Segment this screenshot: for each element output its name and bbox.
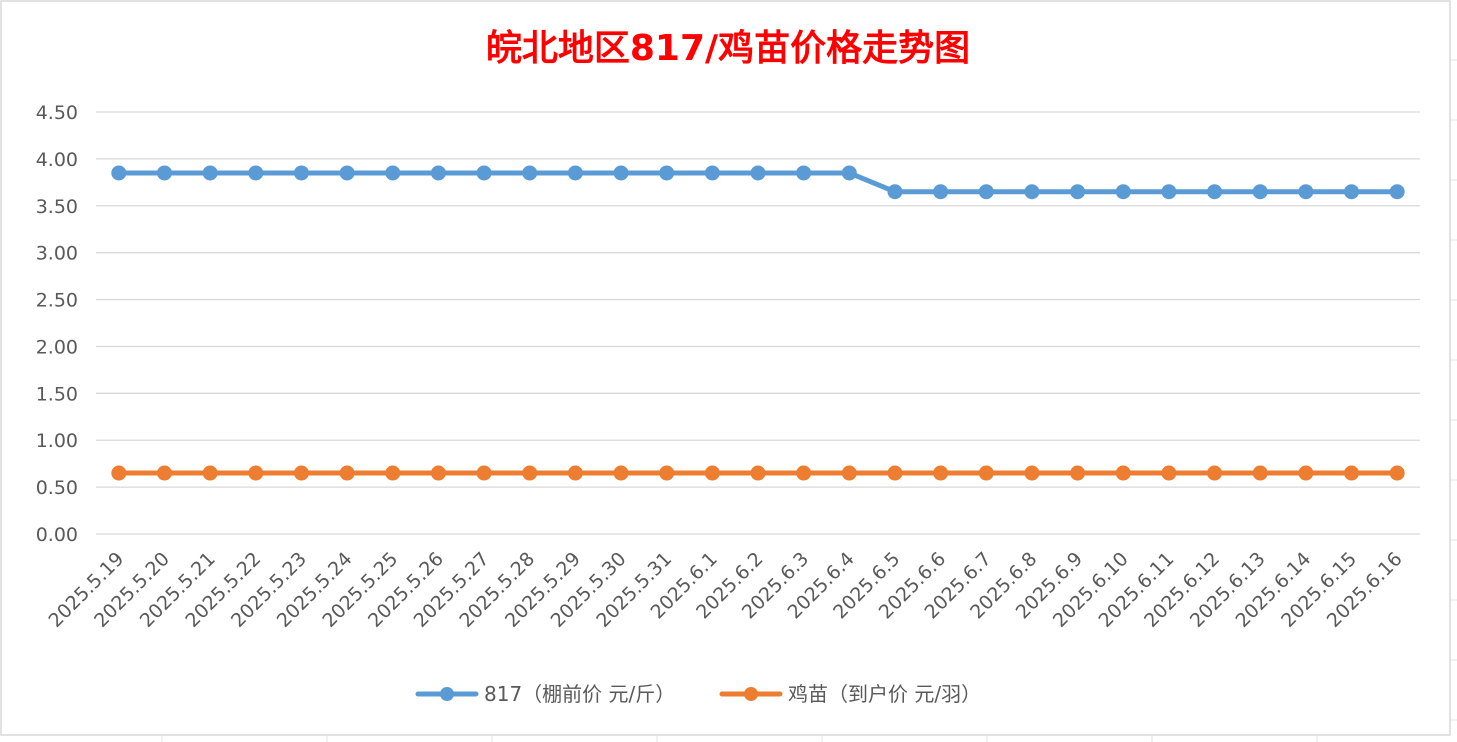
data-point: [704, 465, 720, 481]
data-point: [1298, 465, 1314, 481]
y-tick-label: 3.50: [36, 196, 78, 218]
y-tick-label: 2.00: [36, 336, 78, 358]
data-point: [841, 165, 857, 181]
data-point: [1161, 184, 1177, 200]
legend-label: 817（棚前价 元/斤）: [484, 682, 675, 706]
data-point: [202, 165, 218, 181]
data-point: [796, 165, 812, 181]
data-point: [887, 184, 903, 200]
data-point: [567, 465, 583, 481]
data-point: [978, 184, 994, 200]
data-point: [1024, 465, 1040, 481]
data-point: [202, 465, 218, 481]
data-point: [978, 465, 994, 481]
y-tick-label: 3.00: [36, 243, 78, 265]
data-point: [1298, 184, 1314, 200]
data-point: [750, 465, 766, 481]
y-tick-label: 0.50: [36, 477, 78, 499]
data-point: [613, 165, 629, 181]
legend-marker: [744, 687, 758, 701]
data-point: [659, 465, 675, 481]
data-point: [293, 465, 309, 481]
data-point: [385, 165, 401, 181]
data-point: [750, 165, 766, 181]
data-point: [933, 184, 949, 200]
data-point: [1389, 184, 1405, 200]
data-point: [476, 165, 492, 181]
y-tick-label: 1.00: [36, 430, 78, 452]
y-tick-label: 2.50: [36, 290, 78, 312]
data-point: [293, 165, 309, 181]
data-point: [613, 465, 629, 481]
data-point: [248, 465, 264, 481]
spreadsheet-cell-lines: [161, 59, 1457, 742]
data-point: [887, 465, 903, 481]
data-point: [1252, 184, 1268, 200]
series-layer: [111, 165, 1405, 481]
data-point: [339, 165, 355, 181]
chart-title: 皖北地区817/鸡苗价格走势图: [486, 28, 970, 69]
data-point: [1070, 184, 1086, 200]
data-point: [796, 465, 812, 481]
data-point: [1389, 465, 1405, 481]
data-point: [1115, 465, 1131, 481]
series-group: [111, 465, 1405, 481]
gridlines: [96, 111, 1420, 535]
data-point: [1344, 465, 1360, 481]
data-point: [430, 165, 446, 181]
y-tick-label: 4.50: [36, 102, 78, 124]
legend-label: 鸡苗（到户价 元/羽）: [788, 682, 981, 706]
data-point: [1207, 184, 1223, 200]
data-point: [1207, 465, 1223, 481]
data-point: [385, 465, 401, 481]
data-point: [248, 165, 264, 181]
data-point: [567, 165, 583, 181]
data-point: [111, 165, 127, 181]
legend-item: 鸡苗（到户价 元/羽）: [719, 682, 981, 706]
data-point: [1161, 465, 1177, 481]
data-point: [1344, 184, 1360, 200]
y-axis-ticks: 0.00 0.50 1.00 1.50 2.00 2.50 3.00 3.50 4.00 4.50: [36, 102, 78, 546]
data-point: [430, 465, 446, 481]
data-point: [156, 465, 172, 481]
data-point: [522, 165, 538, 181]
data-point: [933, 465, 949, 481]
legend: 817（棚前价 元/斤） 鸡苗（到户价 元/羽）: [415, 682, 981, 706]
data-point: [476, 465, 492, 481]
legend-item: 817（棚前价 元/斤）: [415, 682, 675, 706]
data-point: [522, 465, 538, 481]
data-point: [111, 465, 127, 481]
data-point: [704, 165, 720, 181]
legend-marker: [440, 687, 454, 701]
y-tick-label: 0.00: [36, 524, 78, 546]
data-point: [339, 465, 355, 481]
data-point: [841, 465, 857, 481]
data-point: [1115, 184, 1131, 200]
data-point: [1070, 465, 1086, 481]
data-point: [1024, 184, 1040, 200]
series-group: [111, 165, 1405, 200]
data-point: [156, 165, 172, 181]
y-tick-label: 4.00: [36, 149, 78, 171]
data-point: [659, 165, 675, 181]
data-point: [1252, 465, 1268, 481]
y-tick-label: 1.50: [36, 383, 78, 405]
